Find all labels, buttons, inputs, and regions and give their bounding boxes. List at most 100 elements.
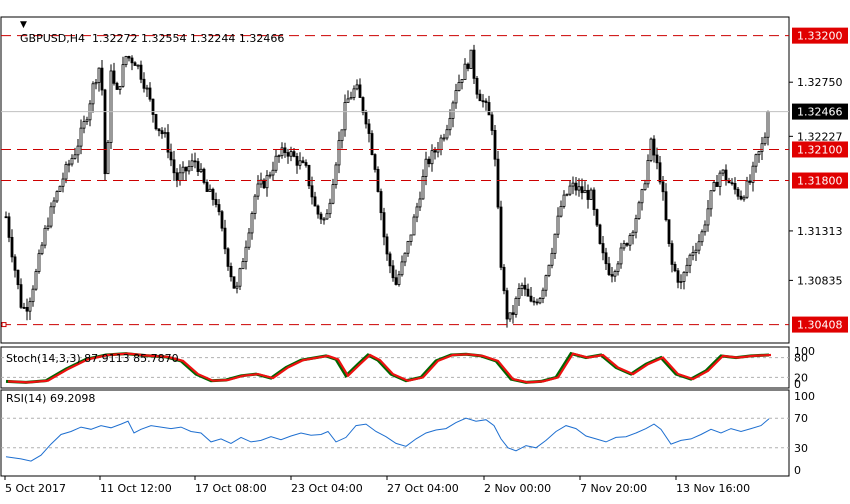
candle-body — [331, 184, 335, 204]
candle-body — [709, 190, 713, 210]
candle-body — [565, 193, 569, 196]
candle-body — [724, 169, 728, 181]
candle-body — [103, 89, 107, 175]
candle-body — [73, 154, 77, 159]
candle-body — [718, 172, 722, 187]
candle-body — [646, 159, 650, 185]
menu-triangle-icon[interactable]: ▼ — [20, 20, 27, 30]
candle-body — [631, 231, 635, 236]
candle-body — [439, 137, 443, 150]
candle-body — [520, 284, 524, 289]
candle-body — [589, 189, 593, 200]
candle-body — [148, 87, 152, 100]
candle-body — [715, 181, 719, 187]
candle-body — [235, 285, 239, 289]
candle-body — [4, 216, 8, 219]
candle-body — [385, 236, 389, 255]
candle-body — [535, 301, 539, 304]
candle-body — [145, 87, 149, 90]
candle-body — [100, 67, 104, 91]
candle-body — [364, 111, 368, 125]
candle-body — [670, 243, 674, 265]
level-price-box — [792, 141, 848, 158]
candle-body — [640, 189, 644, 204]
candle-body — [94, 82, 98, 85]
candle-body — [190, 160, 194, 167]
candle-body — [406, 241, 410, 254]
candle-body — [70, 157, 74, 165]
candle-body — [382, 212, 386, 238]
candle-body — [31, 288, 35, 303]
candle-body — [628, 235, 632, 246]
candle-body — [622, 243, 626, 249]
candle-body — [232, 276, 236, 289]
candle-body — [361, 97, 365, 113]
candle-body — [682, 271, 686, 282]
candle-body — [340, 129, 344, 142]
candle-body — [400, 261, 404, 276]
candle-body — [22, 306, 26, 309]
candle-body — [352, 88, 356, 98]
candle-body — [343, 102, 347, 131]
candle-body — [424, 158, 428, 177]
candle-body — [307, 164, 311, 187]
candle-body — [694, 249, 698, 253]
candle-body — [130, 57, 134, 64]
candle-body — [442, 137, 446, 140]
candle-body — [25, 307, 29, 312]
candle-body — [430, 150, 434, 165]
candle-body — [685, 264, 689, 273]
candle-body — [571, 182, 575, 187]
candle-body — [664, 191, 668, 221]
x-tick-label: 11 Oct 12:00 — [100, 482, 172, 495]
candle-body — [244, 246, 248, 262]
candle-body — [691, 252, 695, 256]
candle-body — [754, 154, 758, 167]
candle-body — [349, 97, 353, 100]
candle-body — [592, 189, 596, 210]
candle-body — [451, 102, 455, 119]
candle-body — [409, 234, 413, 242]
level-anchor-handle — [1, 322, 7, 328]
candle-body — [733, 183, 737, 190]
candle-body — [460, 79, 464, 83]
candle-body — [532, 300, 536, 303]
candle-body — [697, 241, 701, 251]
candle-body — [511, 312, 515, 315]
candle-body — [448, 117, 452, 131]
candle-body — [388, 253, 392, 267]
candle-body — [196, 161, 200, 172]
candle-body — [598, 224, 602, 244]
stoch-label: Stoch(14,3,3) 87.9113 85.7870 — [6, 352, 179, 365]
candle-body — [550, 252, 554, 266]
candle-body — [481, 100, 485, 103]
candle-body — [49, 206, 53, 227]
candle-body — [328, 202, 332, 215]
candle-body — [559, 205, 563, 217]
candle-body — [220, 211, 224, 229]
candle-body — [397, 274, 401, 285]
candle-body — [199, 168, 203, 172]
stoch-tick-label: 100 — [794, 345, 815, 358]
candle-body — [37, 253, 41, 272]
candle-body — [151, 98, 155, 115]
candle-body — [529, 295, 533, 302]
x-tick-label: 2 Nov 00:00 — [484, 482, 551, 495]
candle-body — [142, 78, 146, 89]
candle-body — [604, 252, 608, 265]
candle-body — [64, 164, 68, 180]
candle-body — [457, 82, 461, 92]
symbol-header: ▼ GBPUSD,H4 1.32272 1.32554 1.32244 1.32… — [6, 3, 284, 60]
candle-body — [34, 271, 38, 290]
candle-body — [490, 114, 494, 131]
candle-body — [493, 130, 497, 160]
candle-body — [544, 275, 548, 291]
candle-body — [61, 178, 65, 187]
candle-body — [739, 195, 743, 200]
candle-body — [316, 205, 320, 215]
candle-body — [283, 147, 287, 153]
candle-body — [205, 182, 209, 192]
candle-body — [742, 196, 746, 200]
candle-body — [454, 90, 458, 104]
